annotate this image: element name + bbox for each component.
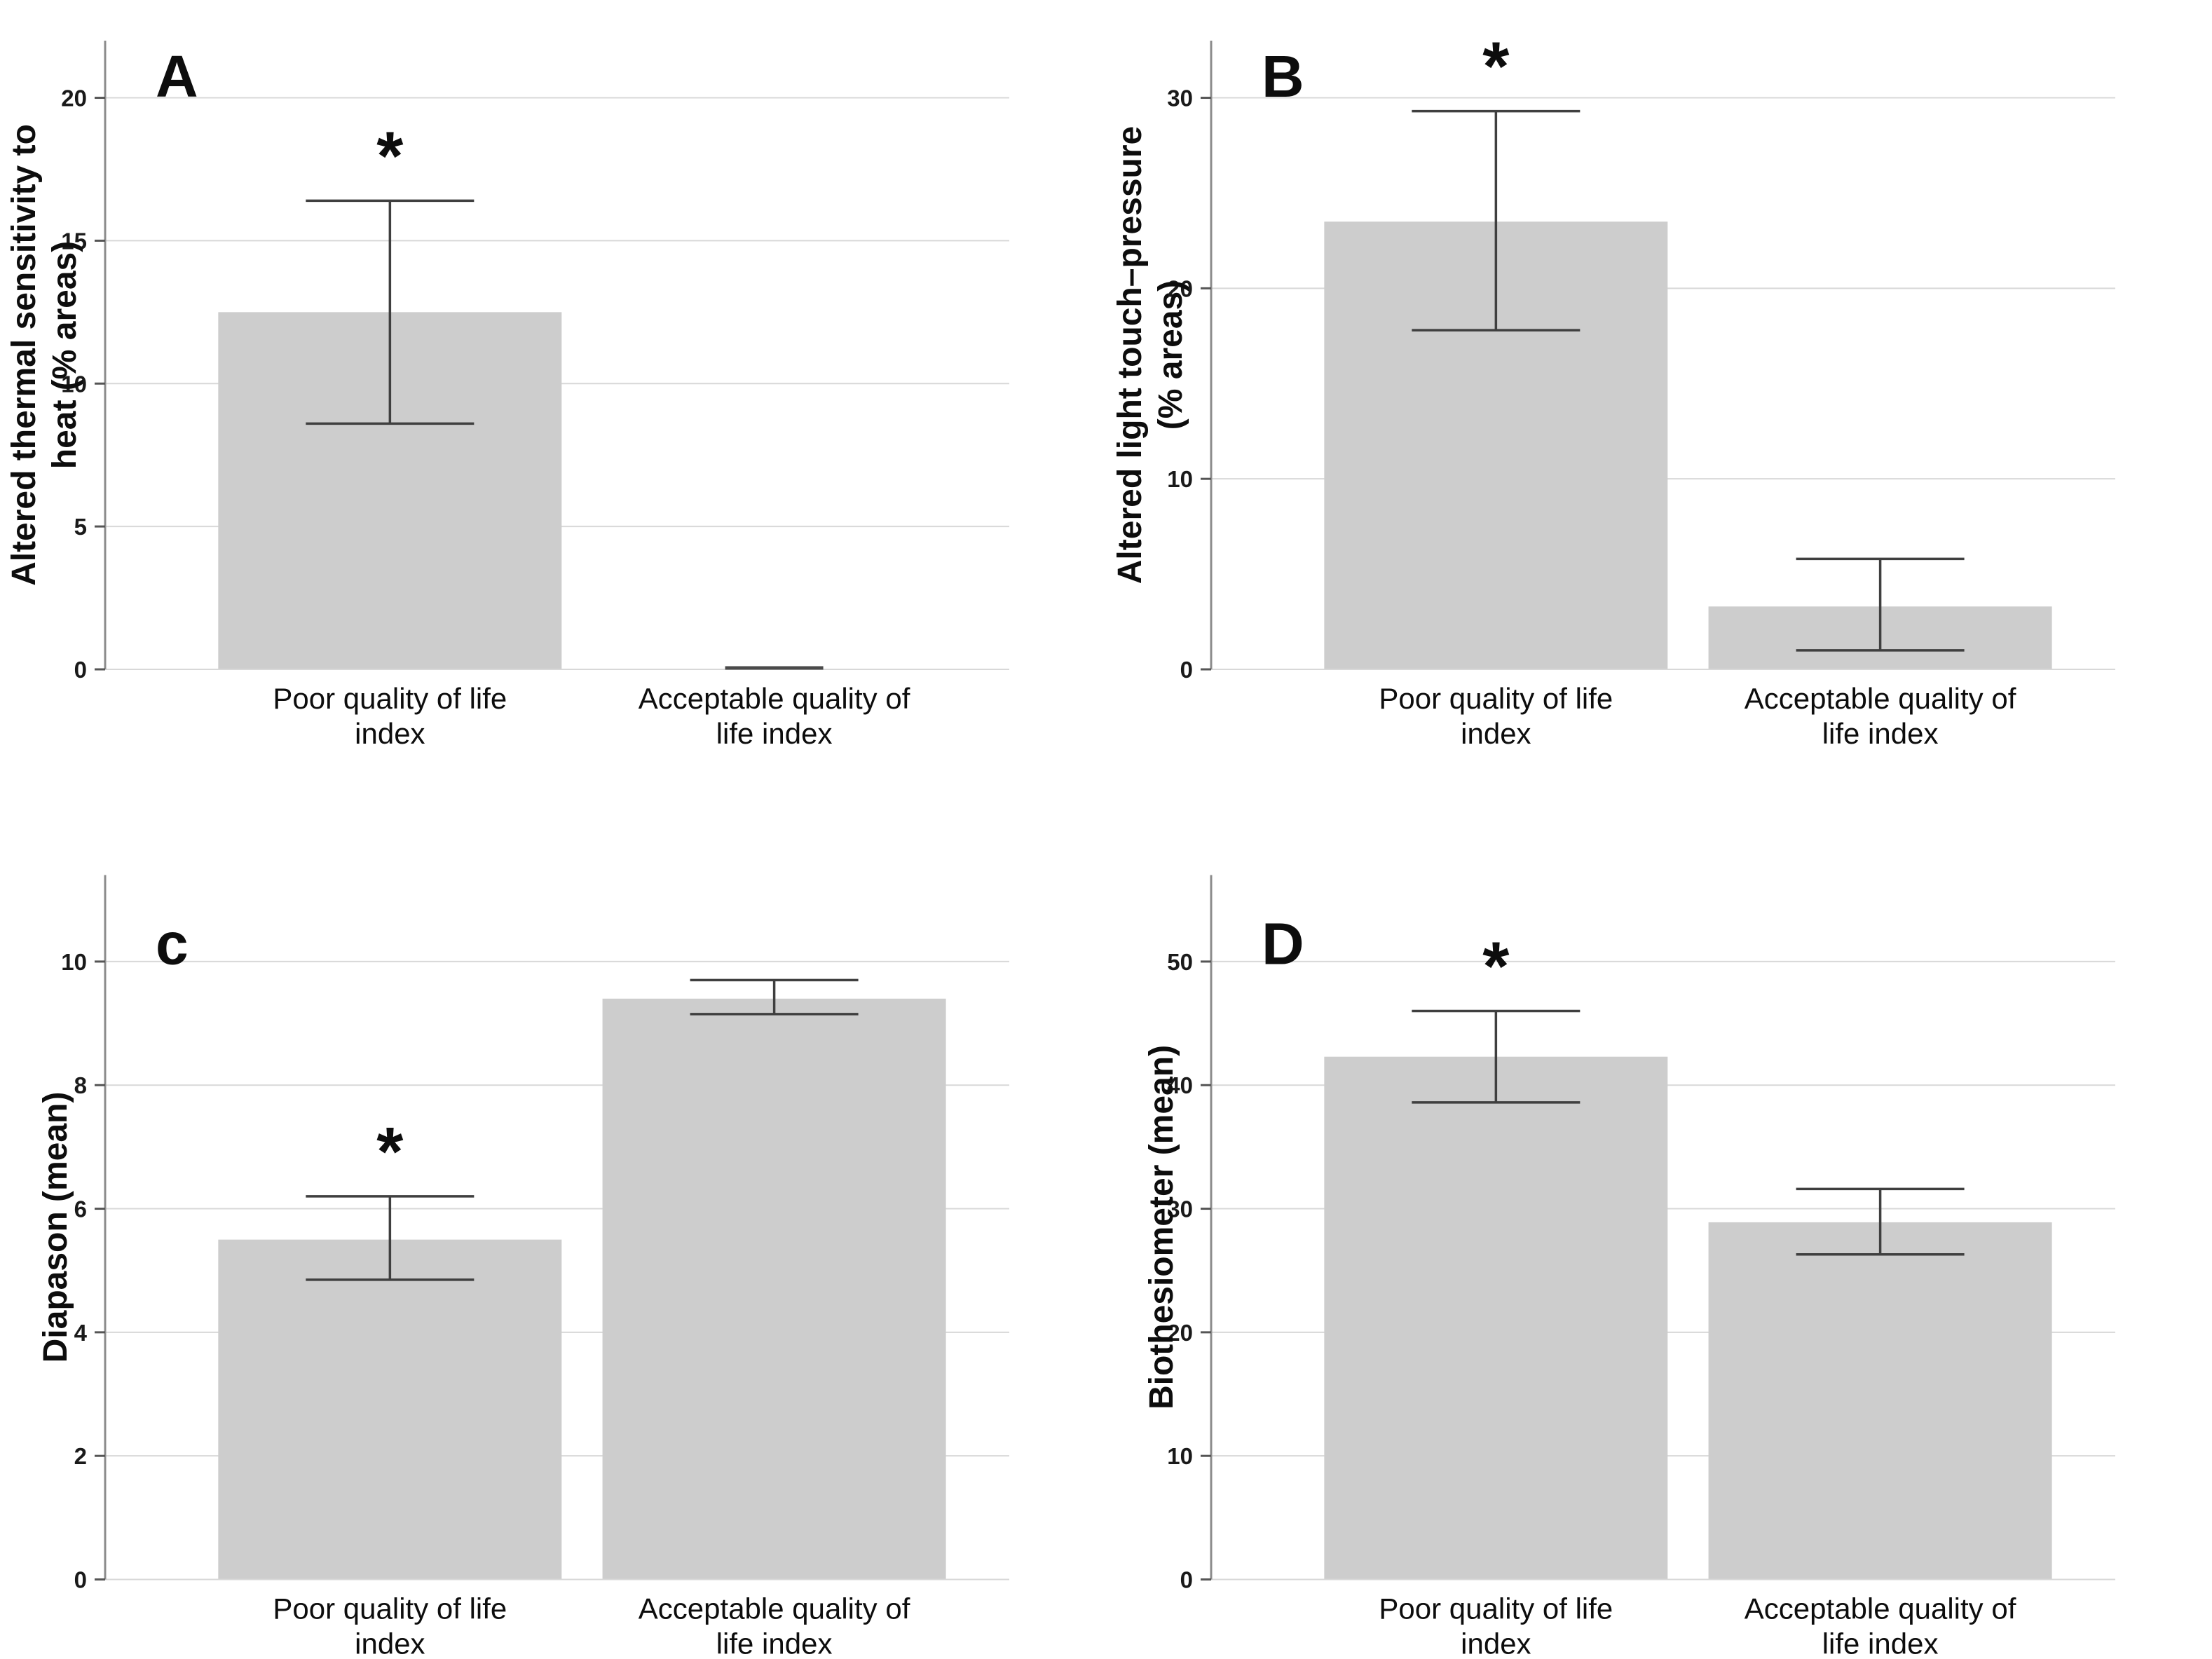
- tick-label: 10: [61, 371, 87, 397]
- category-label: life index: [716, 717, 833, 750]
- tick-label: 4: [74, 1320, 88, 1346]
- bar: [1324, 1056, 1668, 1580]
- panel-letter: B: [1262, 43, 1304, 109]
- tick-label: 2: [74, 1443, 87, 1469]
- category-label: life index: [1822, 717, 1939, 750]
- panel-letter: c: [156, 911, 189, 977]
- tick-label: 40: [1167, 1072, 1193, 1098]
- bar: [218, 1239, 562, 1580]
- tick-label: 0: [74, 1567, 87, 1593]
- panel-C: * 0 2 4 6 8 10 c Diapason (mean) Poor quality of …: [0, 829, 1106, 1659]
- chart-c: * 0 2 4 6 8 10 c Diapason (mean) Poor quality of …: [37, 875, 1009, 1659]
- tick-label: 10: [61, 949, 87, 975]
- tick-label: 20: [1167, 1320, 1193, 1346]
- tick-label: 20: [61, 86, 87, 111]
- tick-label: 30: [1167, 86, 1193, 111]
- y-axis-title: heat (% areas): [46, 241, 83, 469]
- category-label: Acceptable quality of: [639, 682, 910, 715]
- bar: [602, 998, 946, 1580]
- tick-label: 8: [74, 1072, 87, 1098]
- chart-A: * 0 5 10 15 20 A Altered thermal sensitivity to…: [6, 41, 1009, 750]
- bar: [1708, 1222, 2052, 1580]
- tick-label: 5: [74, 514, 87, 540]
- category-label: Acceptable quality of: [1745, 1592, 2016, 1625]
- tick-label: 10: [1167, 1443, 1193, 1469]
- category-label: Poor quality of life: [1379, 1592, 1613, 1625]
- panel-D: * 0 10 20 30 40 50 D Biothesiometer (mean) Poor q…: [1106, 829, 2212, 1659]
- panel-B: * 0 10 20 30 B Altered light touch–pressure (% …: [1106, 0, 2212, 829]
- significance-asterisk: *: [376, 117, 404, 194]
- y-axis-title: Altered light touch–pressure: [1112, 126, 1149, 584]
- tick-label: 20: [1167, 275, 1193, 301]
- category-label: Poor quality of life: [1379, 682, 1613, 715]
- category-label: index: [1461, 1627, 1531, 1659]
- chart-B: * 0 10 20 30 B Altered light touch–pressure (% …: [1112, 28, 2115, 750]
- chart-D: * 0 10 20 30 40 50 D Biothesiometer (mean) Poor q…: [1143, 875, 2115, 1659]
- category-label: index: [355, 1627, 425, 1659]
- category-label: life index: [716, 1627, 833, 1659]
- panel-letter: A: [156, 43, 198, 109]
- y-axis-title: Diapason (mean): [37, 1092, 74, 1363]
- category-label: Poor quality of life: [273, 682, 507, 715]
- tick-label: 10: [1167, 466, 1193, 492]
- category-label: index: [355, 717, 425, 750]
- tick-label: 0: [74, 657, 87, 683]
- tick-label: 0: [1180, 1567, 1193, 1593]
- panel-letter: D: [1262, 911, 1304, 977]
- y-axis-title: (% areas): [1152, 280, 1189, 430]
- category-label: Acceptable quality of: [1745, 682, 2016, 715]
- category-label: Acceptable quality of: [639, 1592, 910, 1625]
- significance-asterisk: *: [1482, 28, 1510, 105]
- tick-label: 15: [61, 228, 87, 254]
- significance-asterisk: *: [376, 1113, 404, 1190]
- panel-A: * 0 5 10 15 20 A Altered thermal sensitivity to…: [0, 0, 1106, 829]
- tick-label: 0: [1180, 657, 1193, 683]
- tick-label: 50: [1167, 949, 1193, 975]
- significance-asterisk: *: [1482, 927, 1510, 1004]
- y-axis-title: Altered thermal sensitivity to: [6, 124, 43, 586]
- tick-label: 30: [1167, 1196, 1193, 1222]
- category-label: Poor quality of life: [273, 1592, 507, 1625]
- category-label: life index: [1822, 1627, 1939, 1659]
- category-label: index: [1461, 717, 1531, 750]
- y-axis-title: Biothesiometer (mean): [1143, 1045, 1180, 1409]
- tick-label: 6: [74, 1196, 87, 1222]
